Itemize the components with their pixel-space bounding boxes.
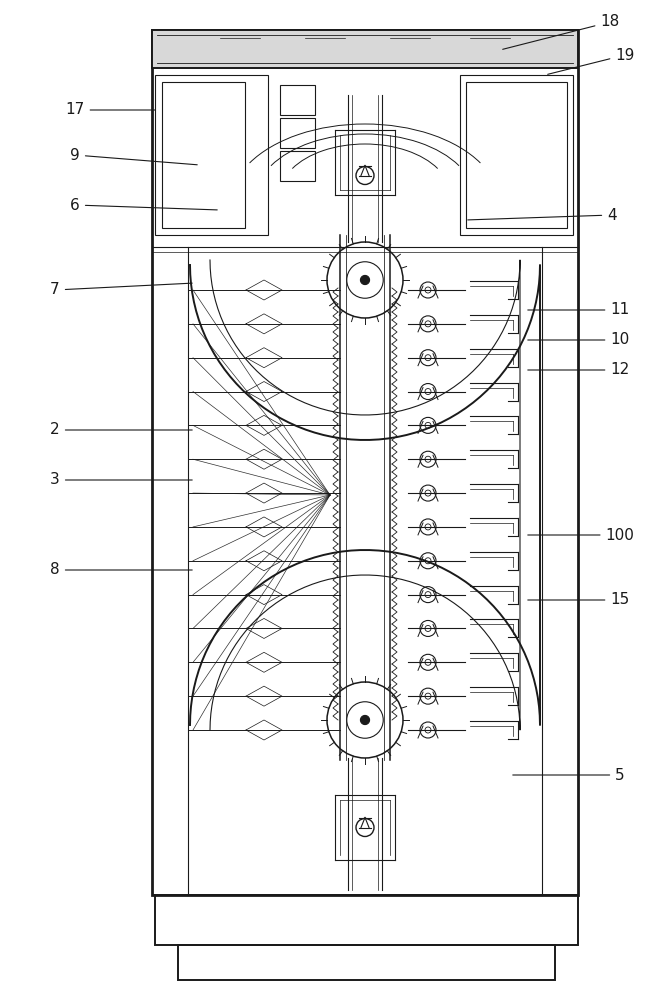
Text: 12: 12	[528, 362, 629, 377]
Bar	[152, 30, 578, 68]
Text: 4: 4	[468, 208, 617, 223]
Bar	[466, 82, 567, 228]
Text: 100: 100	[528, 528, 635, 542]
Bar	[152, 30, 578, 895]
Text: 15: 15	[528, 592, 629, 607]
Circle shape	[360, 715, 369, 725]
Text: 8: 8	[50, 562, 192, 578]
Bar	[155, 75, 268, 235]
Text: 10: 10	[528, 332, 629, 348]
Bar	[280, 151, 315, 181]
Bar	[280, 118, 315, 148]
Circle shape	[346, 262, 383, 298]
Text: 19: 19	[548, 47, 635, 74]
Circle shape	[327, 682, 403, 758]
Text: 9: 9	[70, 147, 197, 165]
Bar	[155, 895, 578, 945]
Text: 18: 18	[502, 14, 620, 49]
Circle shape	[360, 275, 369, 285]
Text: 5: 5	[513, 768, 625, 782]
Text: 7: 7	[50, 282, 192, 298]
Bar	[178, 945, 555, 980]
Bar	[460, 75, 573, 235]
Text: 6: 6	[70, 198, 217, 213]
Text: 11: 11	[528, 302, 629, 318]
Circle shape	[327, 242, 403, 318]
Circle shape	[346, 702, 383, 738]
Bar	[280, 85, 315, 115]
Bar	[162, 82, 245, 228]
Text: 2: 2	[50, 422, 192, 438]
Text: 3: 3	[50, 473, 192, 488]
Text: 17: 17	[66, 103, 155, 117]
